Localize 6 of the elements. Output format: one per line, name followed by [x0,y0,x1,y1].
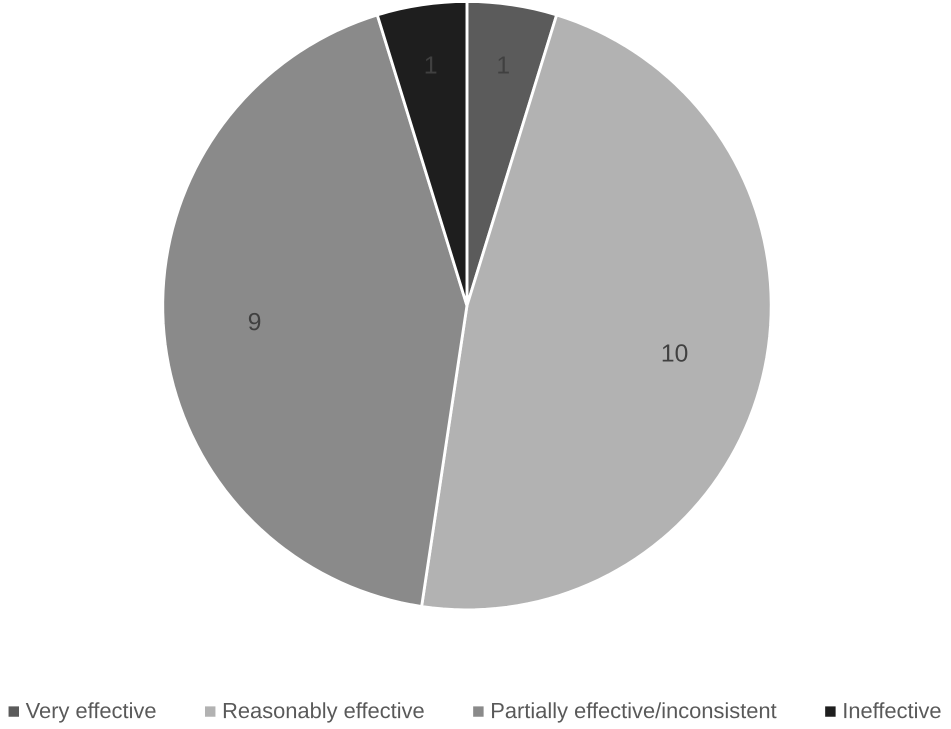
legend-label: Very effective [26,702,156,723]
data-label: 9 [248,313,260,331]
data-label: 10 [662,344,688,362]
legend-label: Ineffective [844,702,941,719]
legend-label: Partially effective/inconsistent [492,702,776,723]
legend-label: Reasonably effective [224,702,424,723]
